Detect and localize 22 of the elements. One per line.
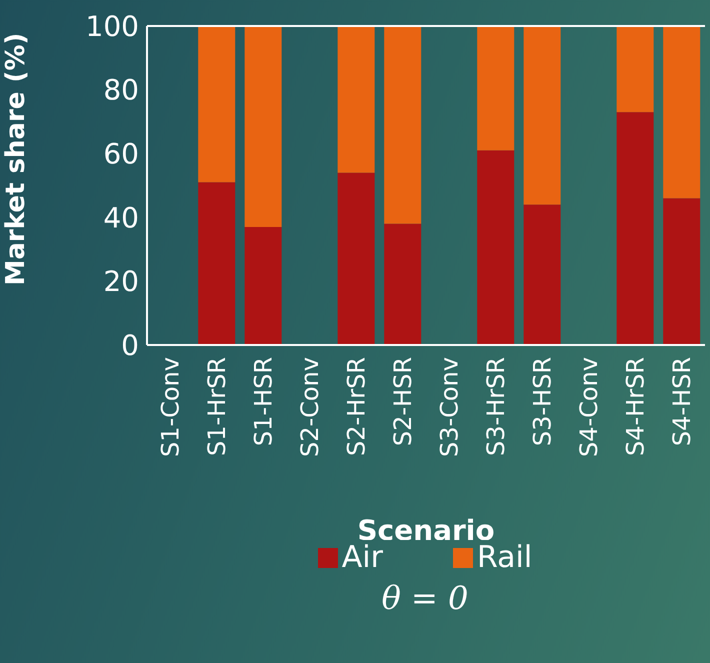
legend-label: Rail	[476, 540, 532, 575]
y-tick-label: 100	[86, 10, 139, 43]
x-tick-label: S4-HSR	[668, 357, 696, 446]
x-tick-label: S4-HrSR	[621, 357, 650, 456]
x-tick-label: S3-Conv	[435, 357, 464, 458]
x-tick-label: S1-HSR	[249, 357, 278, 446]
legend-label: Air	[340, 540, 383, 575]
x-tick-label: S3-HSR	[528, 357, 556, 446]
x-tick-label: S1-Conv	[156, 357, 184, 458]
x-tick-label: S2-Conv	[296, 357, 324, 458]
y-tick-label: 40	[103, 201, 139, 234]
x-tick-label: S4-Conv	[574, 357, 603, 458]
y-tick-label: 20	[103, 265, 139, 298]
text: θ = 0	[380, 579, 470, 617]
x-tick-label: S2-HSR	[388, 357, 417, 446]
y-axis-title: Market share (%)	[1, 32, 32, 286]
y-tick-label: 80	[103, 74, 139, 107]
x-tick-label: S2-HrSR	[342, 357, 370, 456]
y-tick-label: 0	[121, 328, 139, 362]
x-tick-label: S1-HrSR	[202, 357, 231, 456]
y-tick-label: 60	[103, 138, 139, 171]
x-tick-label: S3-HrSR	[482, 357, 510, 456]
